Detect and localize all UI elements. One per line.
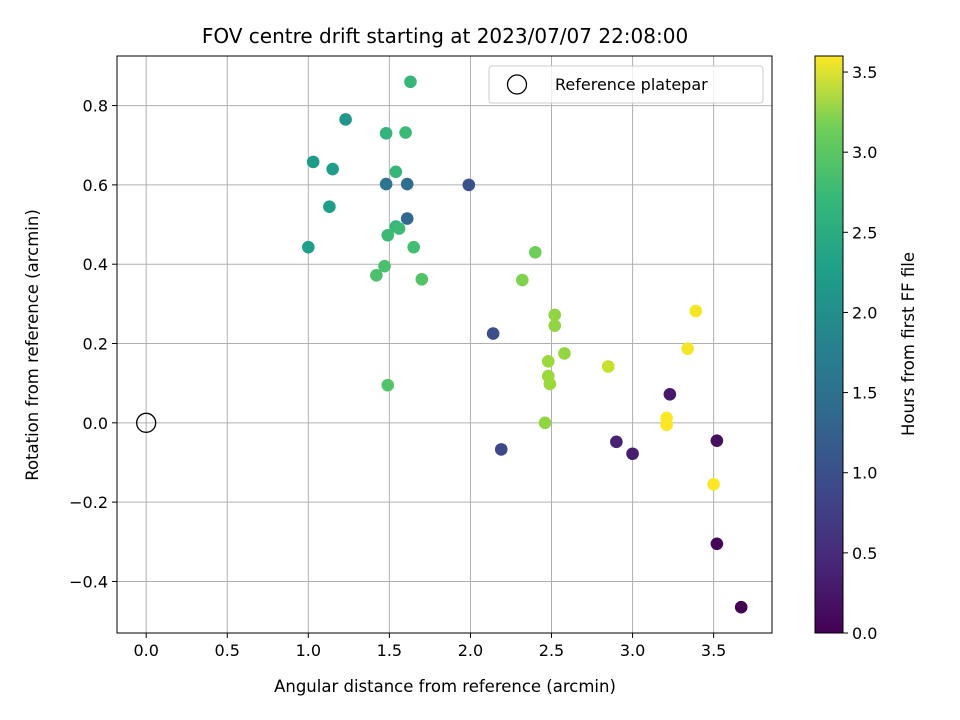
scatter-point	[707, 477, 720, 491]
colorbar-ticks: 0.0 0.5 1.0 1.5 2.0 2.5 3.0 3.5	[843, 63, 877, 643]
x-tick-label: 3.0	[620, 641, 645, 660]
reference-platepar-point	[136, 412, 157, 433]
scatter-point	[558, 347, 571, 360]
x-tick-label: 0.5	[215, 641, 240, 660]
colorbar-tick-label: 3.0	[852, 143, 877, 162]
colorbar-tick-label: 1.5	[852, 384, 877, 403]
legend-label: Reference platepar	[555, 75, 708, 94]
scatter-point	[306, 155, 320, 169]
scatter-point	[543, 377, 557, 391]
scatter-point	[548, 308, 562, 322]
x-tick-label: 2.5	[539, 641, 564, 660]
y-tick-label: 0.8	[83, 97, 108, 116]
data-points	[136, 75, 748, 614]
colorbar-tick-label: 2.5	[852, 223, 877, 242]
x-axis-label: Angular distance from reference (arcmin)	[274, 677, 616, 696]
scatter-point	[548, 319, 562, 332]
scatter-point	[710, 537, 724, 551]
legend: Reference platepar	[488, 65, 764, 104]
scatter-point	[601, 360, 615, 373]
grid	[117, 56, 772, 633]
scatter-point	[663, 387, 677, 401]
scatter-point	[379, 127, 393, 140]
scatter-point	[415, 272, 429, 286]
scatter-point	[681, 342, 694, 355]
scatter-point	[734, 600, 748, 614]
x-tick-label: 0.0	[133, 641, 158, 660]
colorbar-label: Hours from first FF file	[899, 252, 918, 436]
y-tick-label: 0.6	[83, 176, 108, 195]
y-tick-label: 0.0	[83, 414, 108, 433]
scatter-point	[323, 200, 336, 213]
colorbar-tick-label: 0.0	[852, 624, 877, 643]
colorbar-tick-label: 1.0	[852, 464, 877, 483]
scatter-point	[404, 75, 417, 89]
scatter-point	[689, 304, 703, 318]
scatter-point	[516, 273, 529, 287]
scatter-point	[302, 240, 315, 254]
colorbar-gradient	[814, 55, 844, 634]
scatter-point	[660, 418, 673, 432]
colorbar-tick-label: 3.5	[852, 63, 877, 82]
scatter-point	[528, 245, 542, 259]
scatter-point	[326, 162, 339, 176]
scatter-point	[710, 434, 724, 447]
scatter-point	[400, 212, 414, 225]
x-tick-label: 3.5	[701, 641, 726, 660]
scatter-point	[486, 327, 500, 340]
y-tick-label: 0.2	[83, 335, 108, 354]
axes: 0.0 0.5 1.0 1.5 2.0 2.5 3.0 3.5 −0.4 −0.2 0.0 0.2 0.…	[69, 55, 773, 660]
y-tick-label: −0.2	[69, 493, 108, 512]
scatter-point	[379, 177, 393, 191]
y-axis-label: Rotation from reference (arcmin)	[23, 209, 42, 481]
legend-marker	[506, 74, 528, 95]
plot-frame	[116, 55, 773, 634]
scatter-point	[538, 416, 552, 430]
legend-box	[488, 65, 764, 104]
scatter-point	[399, 126, 412, 139]
y-tick-label: −0.4	[69, 572, 108, 591]
scatter-point	[389, 165, 403, 179]
scatter-point	[370, 268, 383, 282]
x-tick-label: 1.5	[377, 641, 402, 660]
scatter-point	[407, 240, 420, 254]
y-tick-label: 0.4	[83, 255, 108, 274]
scatter-point	[494, 443, 508, 456]
scatter-point	[626, 447, 639, 461]
scatter-point	[400, 177, 414, 191]
scatter-point	[339, 113, 352, 126]
scatter-point	[541, 355, 555, 368]
x-tick-label: 2.0	[458, 641, 483, 660]
colorbar-tick-label: 0.5	[852, 544, 877, 563]
scatter-point	[381, 228, 395, 242]
scatter-point	[381, 378, 395, 392]
scatter-point	[610, 435, 623, 449]
chart-title: FOV centre drift starting at 2023/07/07 …	[202, 24, 688, 48]
scatter-point	[392, 222, 406, 235]
scatter-point	[378, 259, 391, 273]
colorbar: 0.0 0.5 1.0 1.5 2.0 2.5 3.0 3.5 Hours from firs…	[814, 55, 918, 643]
colorbar-tick-label: 2.0	[852, 303, 877, 322]
scatter-point	[462, 178, 476, 192]
x-tick-label: 1.0	[296, 641, 321, 660]
